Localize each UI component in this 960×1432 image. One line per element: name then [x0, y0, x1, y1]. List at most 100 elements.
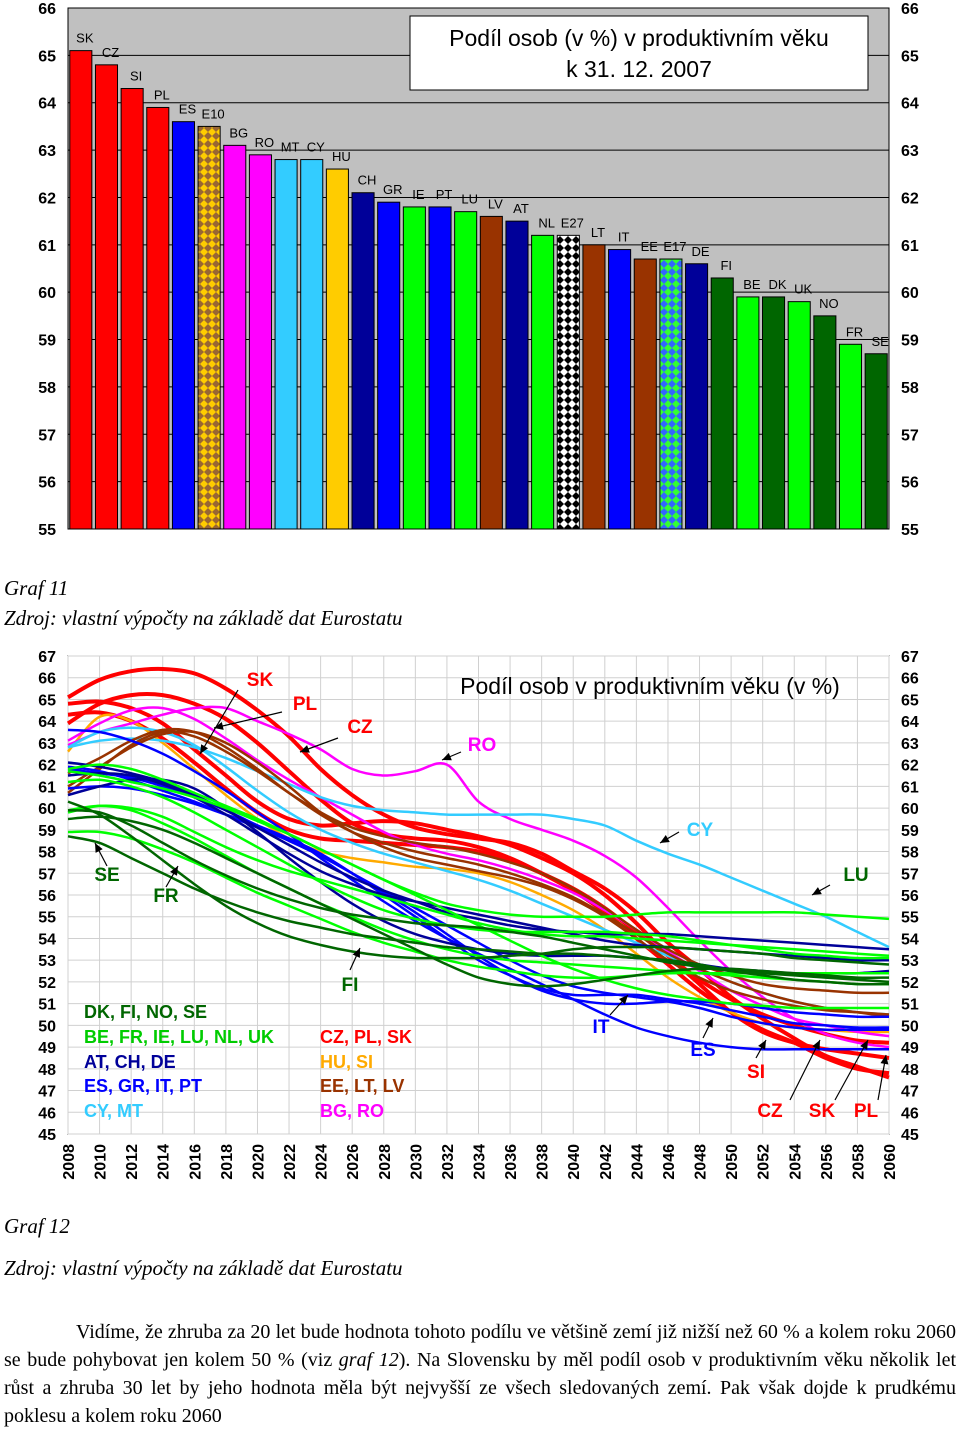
bar-pl	[146, 106, 170, 530]
y-tick-label: 61	[901, 238, 919, 255]
y-axis-left: 55 56 57 58 59 60 61 62 63 64 65 66	[38, 1, 56, 539]
bar-uk	[787, 301, 811, 530]
annotation-arrowhead	[705, 1018, 713, 1028]
y-tick-label: 47	[38, 1084, 56, 1101]
series-line-lv	[67, 727, 890, 1018]
x-tick-label: 2018	[219, 1144, 236, 1180]
series-line-nl	[67, 778, 890, 960]
series-line-se	[67, 835, 890, 986]
y-tick-label: 50	[38, 1018, 56, 1035]
x-tick-label: 2028	[377, 1144, 394, 1180]
x-tick-label: 2048	[693, 1144, 710, 1180]
annotation-arrowhead	[352, 948, 360, 958]
bar-e27	[556, 234, 580, 530]
x-tick-label: 2060	[882, 1144, 899, 1180]
bar-labels: SK CZ SI PL ES E10 BG RO MT CY HU CH GR IE PT LU LV AT NL E…	[76, 31, 889, 349]
bar-lt	[582, 244, 606, 530]
annotation-label: CY	[687, 820, 714, 841]
y-tick-label: 58	[38, 845, 56, 862]
x-axis-2: 2008 2010 2012 2014 2016 2018 2020 2022 2024 2026…	[61, 1144, 899, 1180]
x-tick-label: 2008	[61, 1144, 78, 1180]
bar-label: LU	[461, 192, 478, 207]
bar-label: MT	[281, 140, 300, 155]
x-tick-label: 2042	[598, 1144, 615, 1180]
y-tick-label: 48	[901, 1062, 919, 1079]
y-tick-label: 60	[38, 285, 56, 302]
bar-bg	[223, 144, 247, 530]
series-line-sk	[67, 666, 890, 1080]
y-tick-label: 49	[38, 1040, 56, 1057]
annotation-arrowhead	[300, 745, 310, 753]
series-line-no	[67, 815, 890, 988]
annotation-label: SK	[809, 1101, 836, 1122]
paragraph-part2: ). Na Slovensku by měl podíl osob v prod…	[4, 1349, 957, 1427]
y-tick-label: 54	[901, 931, 919, 948]
bar-label: GR	[383, 182, 403, 197]
y-tick-label: 45	[901, 1127, 919, 1144]
y-tick-label: 66	[901, 1, 919, 18]
bar-gr	[377, 201, 401, 530]
x-tick-label: 2056	[819, 1144, 836, 1180]
y-tick-label: 57	[901, 427, 919, 444]
y-tick-label: 55	[901, 910, 919, 927]
legend-item: HU, SI	[320, 1052, 373, 1072]
annotation-arrowhead	[812, 887, 822, 895]
bar-de	[685, 263, 709, 530]
annotation-arrowhead	[860, 1040, 868, 1050]
y-tick-label: 46	[901, 1105, 919, 1122]
annotation-arrowhead	[758, 1040, 766, 1050]
bar-label: EE	[641, 239, 659, 254]
y-axis-left-2: 45 46 47 48 49 50 51 52 53 54 55 56 57 58 59 60 61 62 63 64…	[38, 649, 56, 1144]
bar-label: IT	[618, 230, 630, 245]
bar-pt	[428, 206, 452, 530]
bar-lu	[454, 211, 478, 530]
y-tick-label: 45	[38, 1127, 56, 1144]
legend-item: BG, RO	[320, 1101, 384, 1121]
y-tick-label: 65	[901, 692, 919, 709]
series-line-dk	[67, 809, 890, 984]
annotation-label: PL	[854, 1101, 879, 1122]
x-tick-label: 2024	[314, 1144, 331, 1180]
bar-label: RO	[255, 135, 275, 150]
annotation-arrowhead	[812, 1040, 820, 1050]
bars	[69, 50, 888, 530]
annotation-label: FR	[153, 886, 179, 907]
y-tick-label: 56	[901, 475, 919, 492]
bar-label: IE	[412, 187, 425, 202]
body-paragraph: Vidíme, že zhruba za 20 let bude hodnota…	[4, 1318, 956, 1430]
bar-label: E27	[561, 215, 584, 230]
y-tick-label: 54	[38, 931, 56, 948]
bar-label: CZ	[102, 45, 119, 60]
x-tick-label: 2010	[93, 1144, 110, 1180]
y-tick-label: 66	[38, 671, 56, 688]
bar-sk	[69, 50, 93, 530]
annotation-label: SE	[94, 865, 119, 886]
annotation-label: FI	[342, 975, 359, 996]
annotation-arrowhead	[170, 866, 178, 876]
y-tick-label: 51	[901, 997, 919, 1014]
bar-label: UK	[794, 282, 812, 297]
chart-title-line2: k 31. 12. 2007	[566, 56, 712, 82]
annotation-label: CZ	[347, 717, 373, 738]
bar-label: HU	[332, 149, 351, 164]
annotation-arrow	[199, 689, 239, 755]
x-tick-label: 2034	[472, 1144, 489, 1180]
legend-item: AT, CH, DE	[84, 1052, 176, 1072]
y-tick-label: 62	[38, 190, 56, 207]
bar-label: AT	[513, 201, 529, 216]
y-tick-label: 55	[901, 522, 919, 539]
y-tick-label: 59	[901, 333, 919, 350]
y-tick-label: 64	[901, 96, 919, 113]
annotation-label: CZ	[757, 1101, 783, 1122]
annotation-label: PL	[293, 694, 318, 715]
bar-label: DE	[692, 244, 710, 259]
bar-ro	[248, 154, 272, 530]
y-tick-label: 67	[901, 649, 919, 666]
bar-label: DK	[769, 277, 787, 292]
y-tick-label: 61	[38, 779, 56, 796]
legend-item: EE, LT, LV	[320, 1076, 404, 1096]
bar-es	[171, 121, 195, 530]
y-tick-label: 60	[901, 285, 919, 302]
bar-e17	[659, 258, 683, 530]
